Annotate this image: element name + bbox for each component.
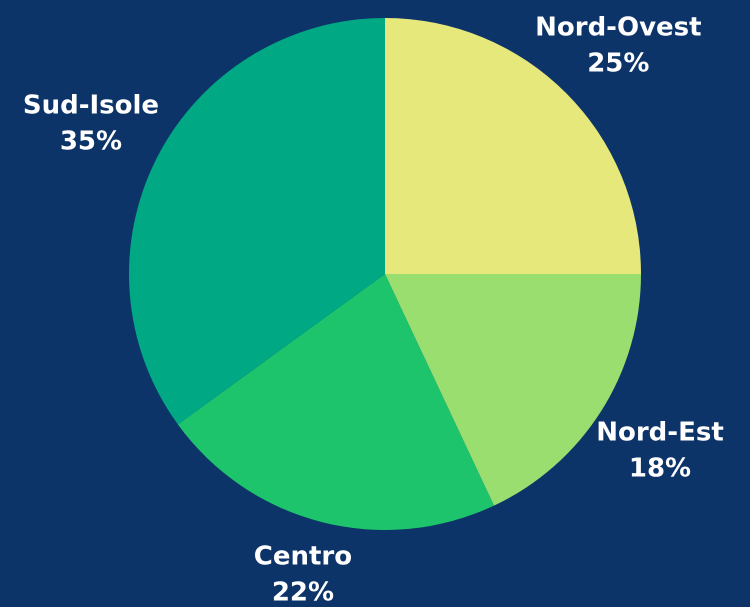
pie-slice [385,274,641,506]
pie-slice [128,18,385,425]
slice-label: Sud-Isole [23,91,159,121]
slice-value-label: 18% [629,453,691,483]
slice-value-label: 25% [587,49,649,79]
pie-slice [177,274,494,530]
slice-label: Nord-Est [596,417,724,447]
slice-value-label: 35% [60,127,122,157]
pie-slice [385,18,641,274]
slice-value-label: 22% [272,578,334,607]
slice-label: Centro [254,542,352,572]
slice-label: Nord-Ovest [535,13,701,43]
